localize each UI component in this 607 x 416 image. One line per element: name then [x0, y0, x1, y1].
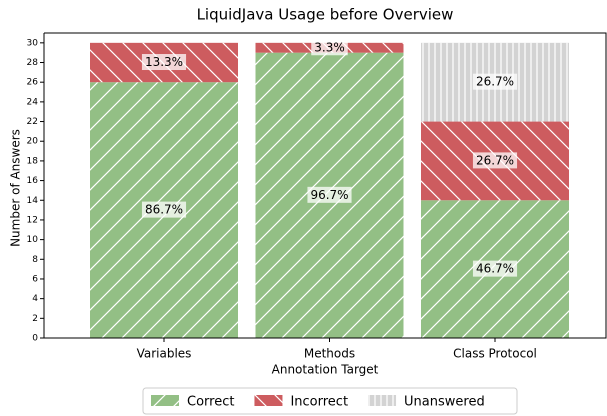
- y-axis-label: Number of Answers: [9, 129, 23, 247]
- y-tick-label: 2: [32, 314, 38, 324]
- value-label: 46.7%: [472, 260, 518, 277]
- value-label-text: 3.3%: [314, 40, 345, 54]
- y-tick-label: 0: [32, 334, 38, 344]
- legend: Correct Incorrect Unanswered: [142, 387, 518, 415]
- y-tick-label: 12: [27, 215, 38, 225]
- value-label: 3.3%: [311, 39, 348, 56]
- y-tick-label: 30: [27, 38, 39, 48]
- legend-swatch-hatch: [368, 395, 397, 406]
- y-tick-label: 16: [27, 176, 39, 186]
- y-tick-label: 28: [27, 58, 39, 68]
- y-tick-label: 6: [32, 274, 38, 284]
- legend-swatch-hatch: [254, 395, 283, 406]
- value-label-text: 26.7%: [476, 153, 514, 167]
- legend-label: Correct: [187, 395, 234, 410]
- value-label-bg: [472, 152, 518, 169]
- y-tick-label: 24: [27, 97, 39, 107]
- value-label-bg: [141, 201, 187, 218]
- legend-box: [142, 387, 518, 415]
- y-tick-label: 14: [27, 196, 39, 206]
- value-label: 26.7%: [472, 73, 518, 90]
- value-label-text: 26.7%: [476, 75, 514, 89]
- value-label-text: 13.3%: [145, 55, 183, 69]
- y-tick-label: 22: [27, 117, 38, 127]
- y-tick-label: 4: [32, 294, 38, 304]
- y-tick-label: 26: [27, 78, 39, 88]
- legend-label: Incorrect: [290, 395, 348, 410]
- value-label: 96.7%: [307, 186, 352, 203]
- value-label: 26.7%: [472, 152, 518, 169]
- legend-label: Unanswered: [404, 395, 485, 410]
- x-tick-label: Variables: [137, 347, 192, 361]
- value-label-bg: [307, 186, 352, 203]
- value-label: 86.7%: [141, 201, 187, 218]
- value-label-bg: [311, 39, 348, 56]
- value-label: 13.3%: [141, 54, 187, 71]
- y-tick-label: 20: [27, 137, 39, 147]
- value-label-bg: [472, 73, 518, 90]
- y-tick-label: 18: [27, 156, 39, 166]
- legend-swatch-hatch: [151, 395, 179, 406]
- value-label-bg: [141, 54, 187, 71]
- value-label-text: 86.7%: [145, 203, 183, 217]
- value-label-text: 46.7%: [476, 262, 514, 276]
- value-label-bg: [472, 260, 518, 277]
- x-tick-label: Class Protocol: [453, 347, 537, 361]
- y-tick-label: 8: [32, 255, 38, 265]
- x-axis-label: Annotation Target: [272, 363, 379, 377]
- value-label-text: 96.7%: [310, 188, 348, 202]
- axes-frame: [43, 32, 607, 339]
- y-tick-label: 10: [27, 235, 39, 245]
- x-tick-label: Methods: [304, 347, 355, 361]
- chart-title: LiquidJava Usage before Overview: [197, 6, 454, 24]
